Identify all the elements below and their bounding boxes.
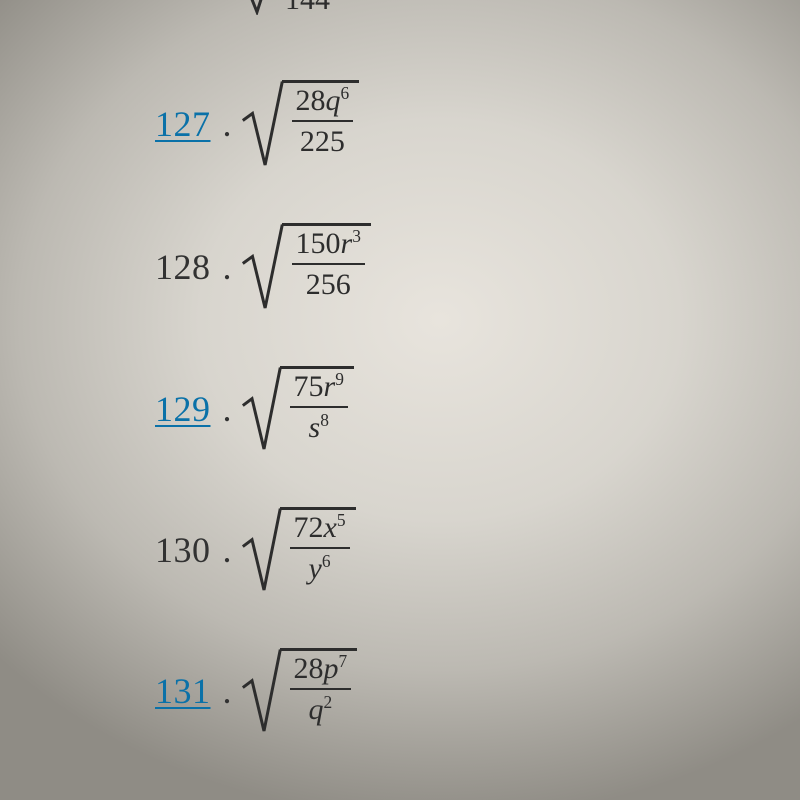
denominator: y6 — [309, 549, 331, 584]
radical-icon — [242, 507, 282, 593]
problem-128: 128 . 150r3 256 — [155, 223, 371, 311]
radical-icon — [242, 80, 284, 168]
separator-dot: . — [223, 388, 232, 430]
fraction: 72x5 y6 — [280, 507, 356, 584]
denominator: 256 — [306, 265, 351, 300]
problem-number-link[interactable]: 127 — [155, 103, 211, 145]
denominator: s8 — [309, 408, 329, 443]
square-root-expression: 150r3 256 — [242, 223, 371, 311]
fraction: 28q6 225 — [282, 80, 360, 157]
radical-icon — [242, 366, 282, 452]
fraction: 75r9 s8 — [280, 366, 354, 443]
fraction: 28p7 q2 — [280, 648, 358, 725]
partial-denominator: 144 — [285, 0, 330, 15]
problem-127: 127 . 28q6 225 — [155, 80, 371, 168]
numerator: 28p7 — [290, 654, 352, 690]
separator-dot: . — [223, 670, 232, 712]
problem-129: 129 . 75r9 s8 — [155, 366, 371, 452]
numerator: 72x5 — [290, 513, 350, 549]
separator-dot: . — [223, 246, 232, 288]
square-root-expression: 28p7 q2 — [242, 648, 358, 734]
fraction: 150r3 256 — [282, 223, 371, 300]
denominator: q2 — [309, 690, 333, 725]
square-root-expression: 72x5 y6 — [242, 507, 356, 593]
problem-number: 130 — [155, 529, 211, 571]
numerator: 28q6 — [292, 86, 354, 122]
problem-130: 130 . 72x5 y6 — [155, 507, 371, 593]
separator-dot: . — [223, 103, 232, 145]
problem-number: 128 — [155, 246, 211, 288]
square-root-expression: 75r9 s8 — [242, 366, 354, 452]
partial-problem: 144 — [235, 0, 371, 15]
radical-icon — [242, 223, 284, 311]
problem-number-link[interactable]: 129 — [155, 388, 211, 430]
separator-dot: . — [223, 529, 232, 571]
numerator: 150r3 — [292, 229, 365, 265]
square-root-expression: 28q6 225 — [242, 80, 360, 168]
problem-list: 144 127 . 28q6 225 128 . 150r3 256 129 . — [155, 0, 371, 789]
denominator: 225 — [300, 122, 345, 157]
problem-number-link[interactable]: 131 — [155, 670, 211, 712]
radical-icon — [235, 0, 275, 15]
radical-icon — [242, 648, 282, 734]
numerator: 75r9 — [290, 372, 348, 408]
problem-131: 131 . 28p7 q2 — [155, 648, 371, 734]
